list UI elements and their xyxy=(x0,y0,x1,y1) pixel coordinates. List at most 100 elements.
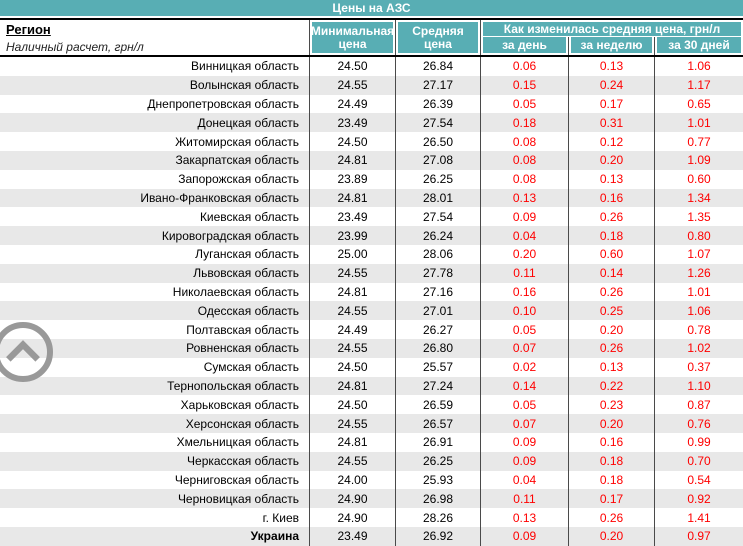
change-30d-cell: 0.76 xyxy=(654,414,743,433)
region-cell: Луганская область xyxy=(195,247,299,262)
avg-price-cell: 25.57 xyxy=(395,357,480,377)
change-30d-cell: 0.60 xyxy=(654,169,743,189)
avg-price-cell: 26.91 xyxy=(395,432,480,452)
avg-price-cell: 26.50 xyxy=(395,132,480,151)
table-body: Винницкая область 24.50 26.84 0.06 0.13 1.06 В… xyxy=(0,57,743,546)
region-cell: Закарпатская область xyxy=(175,153,299,168)
change-30d-cell: 1.41 xyxy=(654,508,743,527)
change-day-column-header: за день xyxy=(480,37,568,55)
change-week-cell: 0.13 xyxy=(568,357,654,377)
region-label: Регион xyxy=(6,22,51,37)
table-row: Херсонская область 24.55 26.57 0.07 0.20 0.76 xyxy=(0,414,743,433)
min-price-cell: 23.49 xyxy=(309,113,395,133)
change-day-cell: 0.05 xyxy=(480,395,568,415)
min-price-cell: 24.55 xyxy=(309,263,395,283)
table-row: Винницкая область 24.50 26.84 0.06 0.13 1.06 xyxy=(0,57,743,76)
region-cell: г. Киев xyxy=(262,510,299,525)
change-30d-cell: 0.54 xyxy=(654,470,743,490)
avg-price-cell: 27.08 xyxy=(395,150,480,170)
min-price-cell: 24.55 xyxy=(309,338,395,358)
region-cell: Житомирская область xyxy=(175,134,299,149)
region-cell: Ивано-Франковская область xyxy=(140,190,299,205)
change-day-cell: 0.18 xyxy=(480,113,568,133)
table-row: г. Киев 24.90 28.26 0.13 0.26 1.41 xyxy=(0,508,743,527)
scroll-to-top-button[interactable] xyxy=(0,322,53,382)
region-cell: Херсонская область xyxy=(185,416,299,431)
min-price-cell: 23.49 xyxy=(309,526,395,546)
change-week-cell: 0.26 xyxy=(568,338,654,358)
min-price-cell: 25.00 xyxy=(309,244,395,264)
chevron-up-icon xyxy=(1,330,45,374)
change-day-cell: 0.08 xyxy=(480,150,568,170)
region-cell: Киевская область xyxy=(199,209,299,224)
region-sublabel: Наличный расчет, грн/л xyxy=(6,40,144,54)
avg-price-cell: 25.93 xyxy=(395,470,480,490)
table-row: Ровненская область 24.55 26.80 0.07 0.26 1.02 xyxy=(0,338,743,358)
change-day-cell: 0.13 xyxy=(480,508,568,527)
avg-price-column-label: Средняя цена xyxy=(398,22,478,53)
table-row: Черновицкая область 24.90 26.98 0.11 0.17 0.9… xyxy=(0,489,743,509)
avg-price-cell: 28.01 xyxy=(395,188,480,208)
change-week-cell: 0.20 xyxy=(568,414,654,433)
avg-price-cell: 26.57 xyxy=(395,414,480,433)
min-price-cell: 24.81 xyxy=(309,376,395,396)
change-day-cell: 0.16 xyxy=(480,282,568,302)
change-week-cell: 0.18 xyxy=(568,226,654,245)
min-price-cell: 24.00 xyxy=(309,470,395,490)
change-day-cell: 0.14 xyxy=(480,376,568,396)
table-row: Ивано-Франковская область 24.81 28.01 0.13 0… xyxy=(0,188,743,208)
table-row: Николаевская область 24.81 27.16 0.16 0.26 1.… xyxy=(0,282,743,302)
avg-price-cell: 26.24 xyxy=(395,226,480,245)
change-30d-cell: 0.99 xyxy=(654,432,743,452)
table-row: Запорожская область 23.89 26.25 0.08 0.13 0.6… xyxy=(0,169,743,189)
min-price-cell: 24.81 xyxy=(309,150,395,170)
min-price-column-label: Минимальная цена xyxy=(311,22,394,53)
change-30d-cell: 1.06 xyxy=(654,301,743,321)
change-day-cell: 0.09 xyxy=(480,207,568,227)
price-change-group-header: Как изменилась средняя цена, грн/л xyxy=(480,20,743,37)
region-cell: Донецкая область xyxy=(197,115,299,130)
min-price-column-header: Минимальная цена xyxy=(309,20,395,55)
change-30d-cell: 1.26 xyxy=(654,263,743,283)
change-day-cell: 0.09 xyxy=(480,526,568,546)
table-row: Тернопольская область 24.81 27.24 0.14 0.22 1… xyxy=(0,376,743,396)
min-price-cell: 24.55 xyxy=(309,75,395,95)
change-day-cell: 0.04 xyxy=(480,226,568,245)
change-week-cell: 0.23 xyxy=(568,395,654,415)
change-30d-cell: 1.02 xyxy=(654,338,743,358)
region-cell: Николаевская область xyxy=(172,284,299,299)
min-price-cell: 24.81 xyxy=(309,282,395,302)
min-price-cell: 24.50 xyxy=(309,395,395,415)
min-price-cell: 23.99 xyxy=(309,226,395,245)
avg-price-cell: 26.80 xyxy=(395,338,480,358)
change-week-cell: 0.26 xyxy=(568,207,654,227)
change-30d-column-header: за 30 дней xyxy=(654,37,743,55)
change-week-cell: 0.22 xyxy=(568,376,654,396)
change-day-column-label: за день xyxy=(483,37,566,53)
table-row: Харьковская область 24.50 26.59 0.05 0.23 0.8… xyxy=(0,395,743,415)
region-cell: Ровненская область xyxy=(186,341,299,356)
change-week-cell: 0.18 xyxy=(568,451,654,471)
change-week-cell: 0.20 xyxy=(568,320,654,339)
change-30d-cell: 1.01 xyxy=(654,282,743,302)
table-row: Львовская область 24.55 27.78 0.11 0.14 1.26 xyxy=(0,263,743,283)
avg-price-cell: 26.39 xyxy=(395,94,480,114)
change-day-cell: 0.13 xyxy=(480,188,568,208)
min-price-cell: 23.89 xyxy=(309,169,395,189)
change-day-cell: 0.08 xyxy=(480,169,568,189)
min-price-cell: 24.90 xyxy=(309,508,395,527)
table-row: Донецкая область 23.49 27.54 0.18 0.31 1.01 xyxy=(0,113,743,133)
region-cell: Днепропетровская область xyxy=(147,96,299,111)
change-day-cell: 0.10 xyxy=(480,301,568,321)
change-week-cell: 0.26 xyxy=(568,508,654,527)
change-week-cell: 0.16 xyxy=(568,432,654,452)
change-30d-cell: 1.17 xyxy=(654,75,743,95)
change-30d-cell: 0.87 xyxy=(654,395,743,415)
avg-price-cell: 27.54 xyxy=(395,207,480,227)
avg-price-cell: 28.26 xyxy=(395,508,480,527)
region-cell: Харьковская область xyxy=(180,397,299,412)
change-week-cell: 0.25 xyxy=(568,301,654,321)
page-title: Цены на АЗС xyxy=(332,1,411,15)
avg-price-cell: 27.16 xyxy=(395,282,480,302)
change-30d-cell: 1.09 xyxy=(654,150,743,170)
